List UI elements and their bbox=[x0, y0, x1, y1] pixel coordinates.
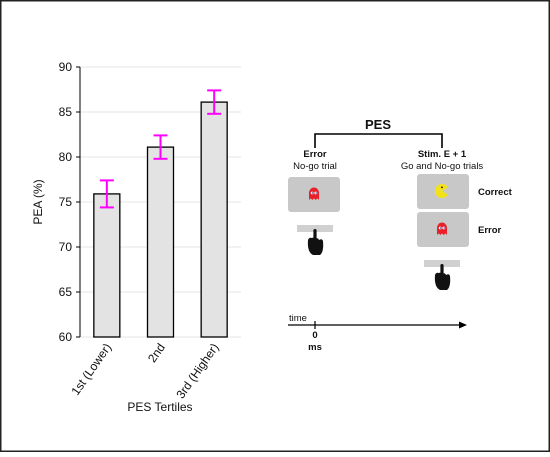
timeline-arrowhead bbox=[459, 321, 467, 329]
pes-schematic: PES Error No-go trial Stim. E + 1 Go and… bbox=[288, 117, 513, 353]
x-tick-label: 1st (Lower) bbox=[68, 341, 114, 398]
y-tick-label: 75 bbox=[59, 195, 73, 209]
y-tick-label: 60 bbox=[59, 330, 73, 344]
y-tick-label: 80 bbox=[59, 150, 73, 164]
correct-label: Correct bbox=[478, 187, 513, 198]
bar bbox=[200, 101, 228, 338]
ghost-icon bbox=[437, 222, 447, 235]
y-tick-label: 90 bbox=[59, 60, 73, 74]
y-tick-label: 65 bbox=[59, 285, 73, 299]
bar bbox=[146, 146, 175, 338]
ghost-icon bbox=[309, 187, 319, 200]
x-tick-label: 2nd bbox=[145, 341, 168, 365]
response-key-left bbox=[297, 225, 333, 232]
bar bbox=[93, 193, 121, 338]
y-axis-label: PEA (%) bbox=[31, 179, 45, 224]
error-bars bbox=[99, 89, 222, 209]
error-label: Error bbox=[478, 225, 502, 236]
correct-screen bbox=[417, 174, 469, 209]
pointing-hand-icon bbox=[307, 229, 324, 255]
error-trial-heading: Error bbox=[303, 149, 327, 160]
x-tick-label: 3rd (Higher) bbox=[173, 341, 221, 401]
pes-title: PES bbox=[365, 117, 391, 132]
pointing-hand-icon bbox=[434, 264, 451, 290]
y-tick-label: 70 bbox=[59, 240, 73, 254]
pacman-icon bbox=[434, 184, 448, 198]
timeline-unit: ms bbox=[308, 342, 322, 353]
next-trial-subheading: Go and No-go trials bbox=[401, 161, 484, 172]
pes-bracket bbox=[314, 133, 443, 148]
timeline-label: time bbox=[289, 313, 307, 324]
x-axis-label: PES Tertiles bbox=[127, 400, 192, 414]
bar-chart: 60 65 70 75 80 85 90 1st (Lower) 2nd 3rd (Higher… bbox=[31, 60, 241, 414]
y-tick-labels: 60 65 70 75 80 85 90 bbox=[59, 60, 80, 344]
response-key-right bbox=[424, 260, 460, 267]
timeline-zero: 0 bbox=[312, 330, 317, 341]
bars bbox=[93, 101, 228, 338]
error-trial-subheading: No-go trial bbox=[293, 161, 337, 172]
x-tick-labels: 1st (Lower) 2nd 3rd (Higher) bbox=[68, 341, 221, 401]
y-tick-label: 85 bbox=[59, 105, 73, 119]
next-trial-heading: Stim. E + 1 bbox=[418, 149, 467, 160]
